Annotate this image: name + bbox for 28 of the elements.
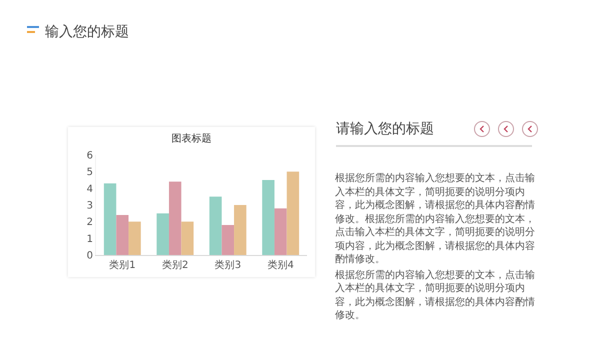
x-tick-label: 类别2	[162, 259, 188, 271]
y-tick-label: 2	[86, 217, 93, 228]
x-tick-label: 类别3	[214, 259, 242, 271]
y-tick-label: 0	[86, 250, 93, 262]
text: 根据您所需的内容输入您想要的文本，点击输入本栏的具体文字，简明扼要的说明分项内容，此为概念图解，请根据您的具体内容酌情修改。根据您所需的内容输入您想要的文本，点击输入本栏的具体文字，简明扼要的说明分项内容，此为概念图解，请根据您的具体内容酌情修改。	[335, 172, 536, 266]
bar	[222, 225, 234, 255]
bar	[274, 208, 287, 255]
bar	[168, 182, 182, 255]
bar	[286, 172, 300, 255]
bar	[234, 205, 246, 255]
bar	[181, 222, 194, 255]
bar	[156, 213, 169, 255]
x-tick-label: 类别1	[109, 259, 136, 271]
y-tick-label: 1	[86, 234, 93, 245]
bar	[104, 183, 116, 255]
text: 请输入您的标题	[336, 120, 434, 138]
bar	[128, 222, 141, 255]
y-tick-label: 6	[86, 150, 93, 162]
bar	[116, 215, 129, 255]
text: 根据您所需的内容输入您想要的文本，点击输入本栏的具体文字，简明扼要的说明分项内容，此为概念图解，请根据您的具体内容酌情修改。	[335, 268, 536, 322]
bar	[262, 180, 274, 255]
x-tick-label: 类别4	[267, 259, 294, 271]
y-tick-label: 4	[86, 184, 93, 195]
text: 输入您的标题	[45, 23, 129, 41]
y-tick-label: 5	[86, 167, 93, 178]
y-tick-label: 3	[86, 200, 93, 212]
chart-title: 图表标题	[172, 132, 212, 144]
bar	[209, 196, 222, 255]
